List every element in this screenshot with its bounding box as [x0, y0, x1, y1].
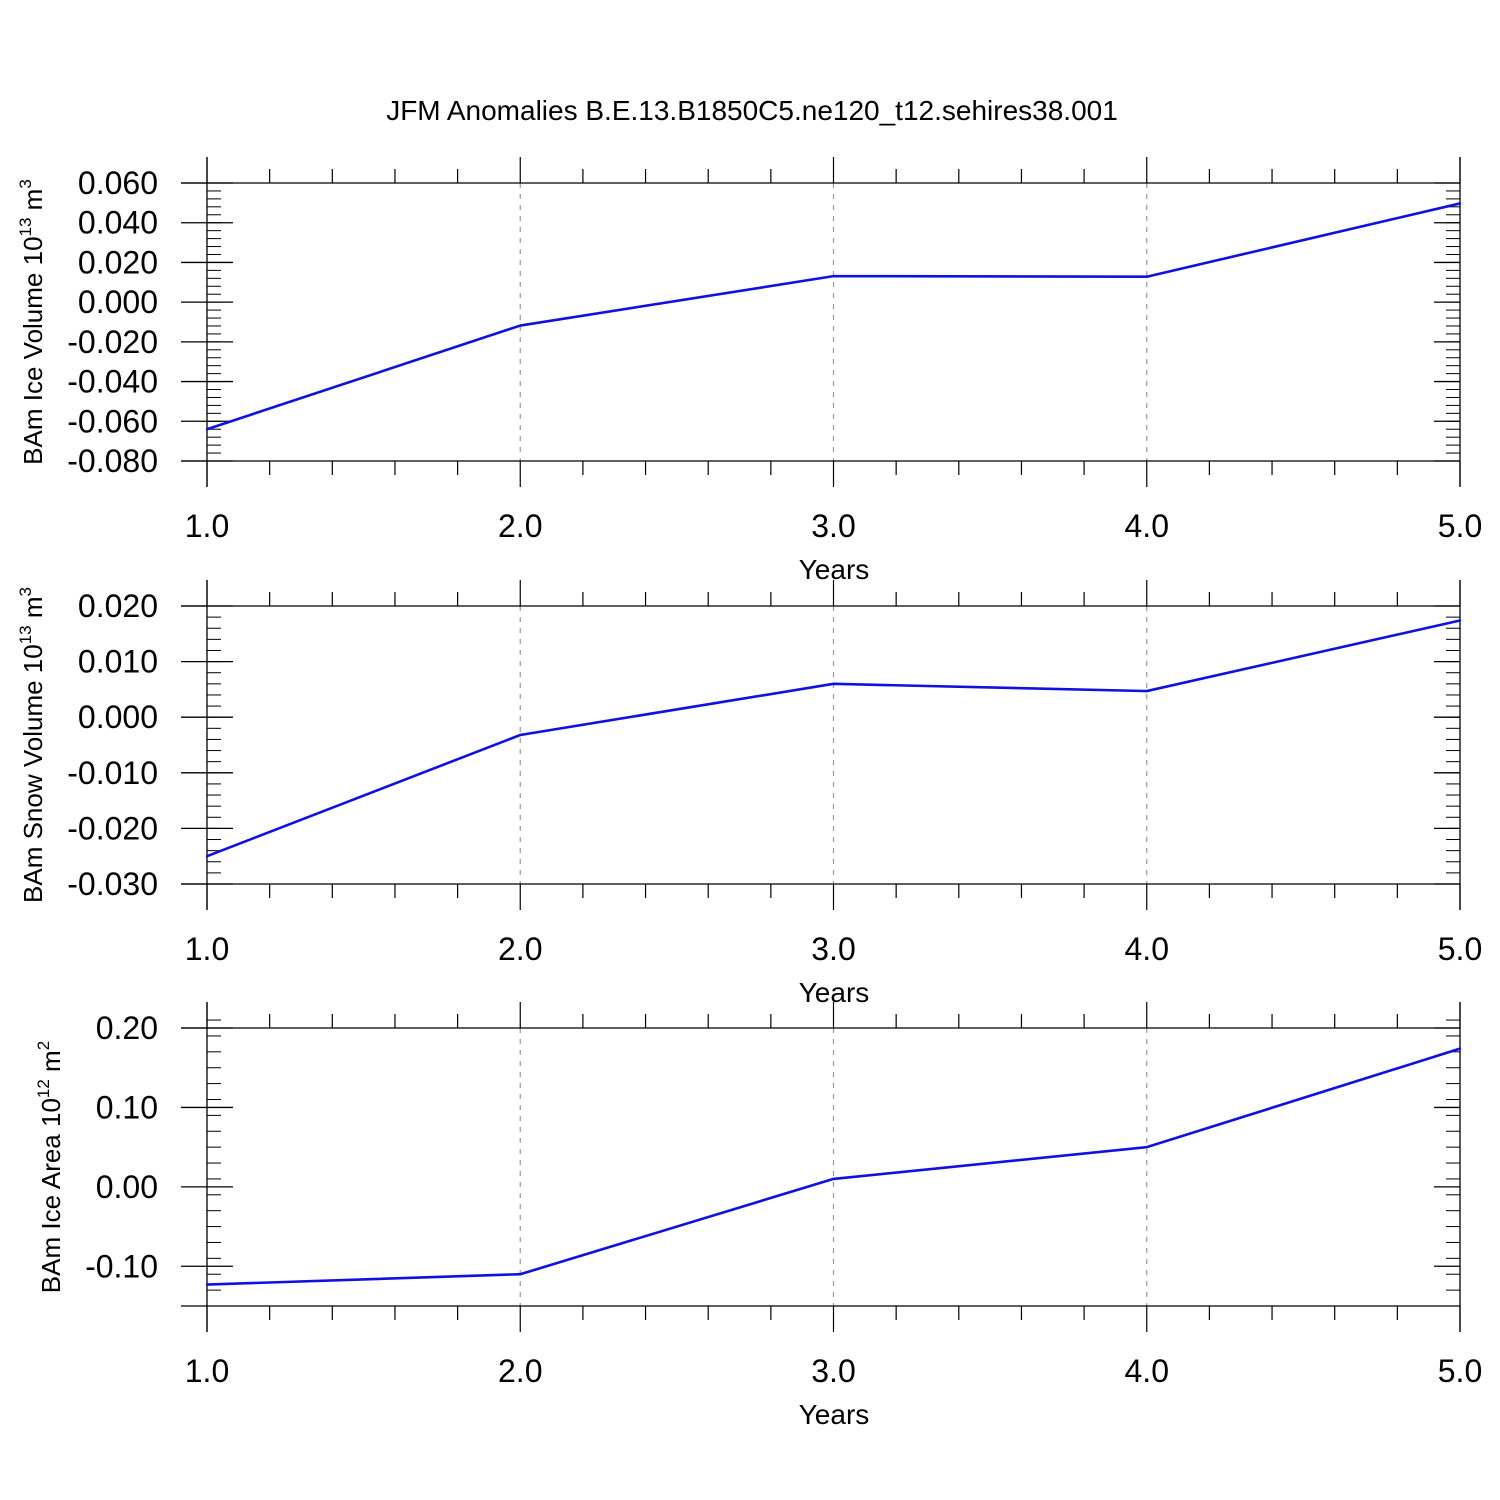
y-tick-label: 0.20 — [96, 1010, 158, 1046]
x-tick-label: 5.0 — [1438, 508, 1482, 544]
x-tick-label: 2.0 — [498, 508, 542, 544]
x-axis-label: Years — [799, 554, 870, 585]
data-point — [832, 1177, 835, 1181]
x-tick-label: 1.0 — [185, 931, 229, 967]
y-tick-label: 0.020 — [78, 244, 158, 280]
y-tick-label: -0.020 — [67, 810, 158, 846]
data-point — [205, 855, 209, 858]
chart-panel-3: 1.0 2.0 3.0 4.0 5.0 0.20 0.10 0.00 -0.10 Years BAm… — [34, 1002, 1482, 1430]
x-tick-label: 5.0 — [1438, 931, 1482, 967]
y-axis-label-text: BAm Ice Volume 10 — [18, 236, 48, 464]
panels: 1.0 2.0 3.0 4.0 5.00.0600.0400.0200.000-0.02… — [16, 157, 1482, 1430]
x-tick-label: 2.0 — [498, 1353, 542, 1389]
data-point — [1145, 689, 1148, 693]
y-axis-label-text: BAm Snow Volume 10 — [18, 644, 48, 903]
y-axis-label: BAm Ice Area 1012 m2 — [34, 1041, 66, 1293]
x-tick-label: 1.0 — [185, 1353, 229, 1389]
data-point — [1458, 619, 1462, 622]
data-point — [519, 324, 522, 327]
y-tick-label: -0.060 — [67, 403, 158, 439]
figure-title: JFM Anomalies B.E.13.B1850C5.ne120_t12.s… — [386, 95, 1118, 126]
y-axis-label-exp: 13 — [16, 218, 35, 237]
y-tick-label: -0.10 — [85, 1248, 158, 1284]
y-tick-label: -0.010 — [67, 755, 158, 791]
y-tick-label: 0.10 — [96, 1089, 158, 1125]
data-point — [519, 733, 522, 737]
data-point — [1458, 202, 1462, 205]
y-tick-label: -0.030 — [67, 866, 158, 902]
y-tick-label: 0.040 — [78, 205, 158, 241]
y-tick-label: 0.060 — [78, 165, 158, 201]
x-tick-label: 4.0 — [1125, 931, 1169, 967]
data-point — [1458, 1047, 1462, 1050]
y-tick-label: 0.000 — [78, 699, 158, 735]
x-tick-label: 4.0 — [1125, 1353, 1169, 1389]
data-point — [832, 682, 835, 686]
y-axis-label-unit-exp: 3 — [16, 587, 35, 596]
y-tick-label: 0.010 — [78, 644, 158, 680]
data-point — [1145, 275, 1148, 278]
x-tick-label: 1.0 — [185, 508, 229, 544]
y-tick-label: 0.000 — [78, 284, 158, 320]
y-tick-label: 0.00 — [96, 1169, 158, 1205]
y-tick-label: 0.020 — [78, 588, 158, 624]
y-tick-label: -0.020 — [67, 324, 158, 360]
chart-panel-2: 1.0 2.0 3.0 4.0 5.0 0.020 0.010 0.000 -0.010 -0.0… — [16, 580, 1482, 1008]
x-axis-label: Years — [799, 1399, 870, 1430]
y-axis-label-text: BAm Ice Area 10 — [36, 1098, 66, 1293]
y-tick-label: -0.040 — [67, 364, 158, 400]
y-axis-label-unit-exp: 2 — [34, 1041, 53, 1050]
data-point — [1145, 1145, 1148, 1149]
y-axis-label: BAm Snow Volume 1013 m3 — [16, 587, 48, 903]
y-axis-label-unit: m — [18, 189, 48, 218]
y-axis-label-unit: m — [36, 1050, 66, 1079]
data-point — [205, 428, 209, 431]
data-point — [205, 1283, 209, 1286]
y-axis-label-exp: 12 — [34, 1079, 53, 1098]
x-tick-label: 4.0 — [1125, 508, 1169, 544]
y-tick-label: -0.080 — [67, 443, 158, 479]
y-axis-label: BAm Ice Volume 1013 m3 — [16, 179, 48, 465]
x-tick-label: 2.0 — [498, 931, 542, 967]
x-tick-label: 3.0 — [811, 1353, 855, 1389]
y-axis-label-unit-exp: 3 — [16, 179, 35, 188]
data-point — [519, 1273, 522, 1276]
data-point — [832, 274, 835, 278]
y-axis-label-unit: m — [18, 596, 48, 625]
y-axis-label-exp: 13 — [16, 625, 35, 644]
x-tick-label: 3.0 — [811, 508, 855, 544]
x-tick-label: 5.0 — [1438, 1353, 1482, 1389]
x-tick-label: 3.0 — [811, 931, 855, 967]
